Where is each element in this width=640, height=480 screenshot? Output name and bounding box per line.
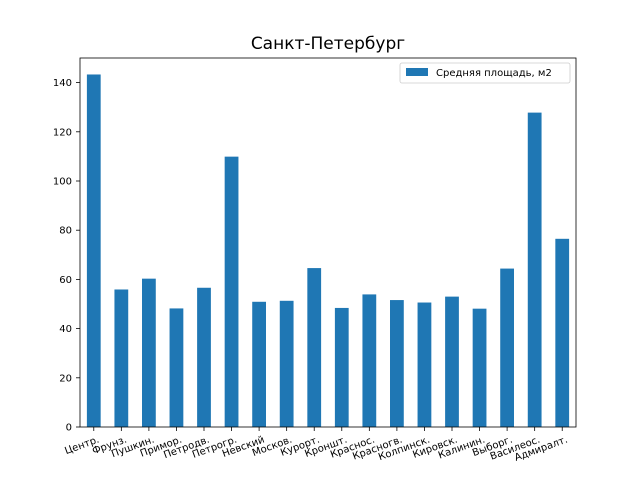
x-axis: Центр.Фрунз.Пушкин.Примор.Петродв.Петрог… (63, 427, 569, 464)
bar (445, 296, 459, 427)
bar (307, 268, 322, 427)
bar (169, 308, 184, 427)
legend-swatch (406, 68, 428, 76)
chart-title: Санкт-Петербург (251, 34, 405, 54)
y-axis: 0 20 40 60 80 100 120 140 (53, 78, 80, 434)
bars-group (86, 74, 570, 428)
bar (279, 300, 294, 427)
bar (114, 289, 129, 427)
legend-box (399, 62, 571, 84)
legend-label: Средняя площадь, м2 (436, 68, 552, 79)
bar (362, 294, 377, 427)
y-tick-label: 0 (66, 423, 72, 434)
bar (527, 112, 542, 427)
bar (500, 268, 514, 427)
y-tick-label: 60 (59, 275, 72, 286)
bar (224, 156, 239, 427)
y-tick-label: 20 (59, 373, 72, 384)
bar (417, 302, 432, 427)
bar (472, 308, 487, 427)
y-tick-label: 40 (59, 324, 72, 335)
bar (252, 301, 266, 427)
bar (334, 307, 349, 427)
legend: Средняя площадь, м2 (399, 62, 571, 84)
bar (390, 300, 404, 427)
y-tick-label: 120 (53, 127, 72, 138)
bar (142, 278, 156, 427)
bar (197, 287, 211, 427)
bar (86, 74, 101, 428)
bar (555, 238, 570, 427)
y-tick-label: 140 (53, 78, 72, 89)
y-tick-label: 80 (59, 226, 72, 237)
y-tick-label: 100 (53, 177, 72, 188)
plot-frame (79, 57, 577, 428)
